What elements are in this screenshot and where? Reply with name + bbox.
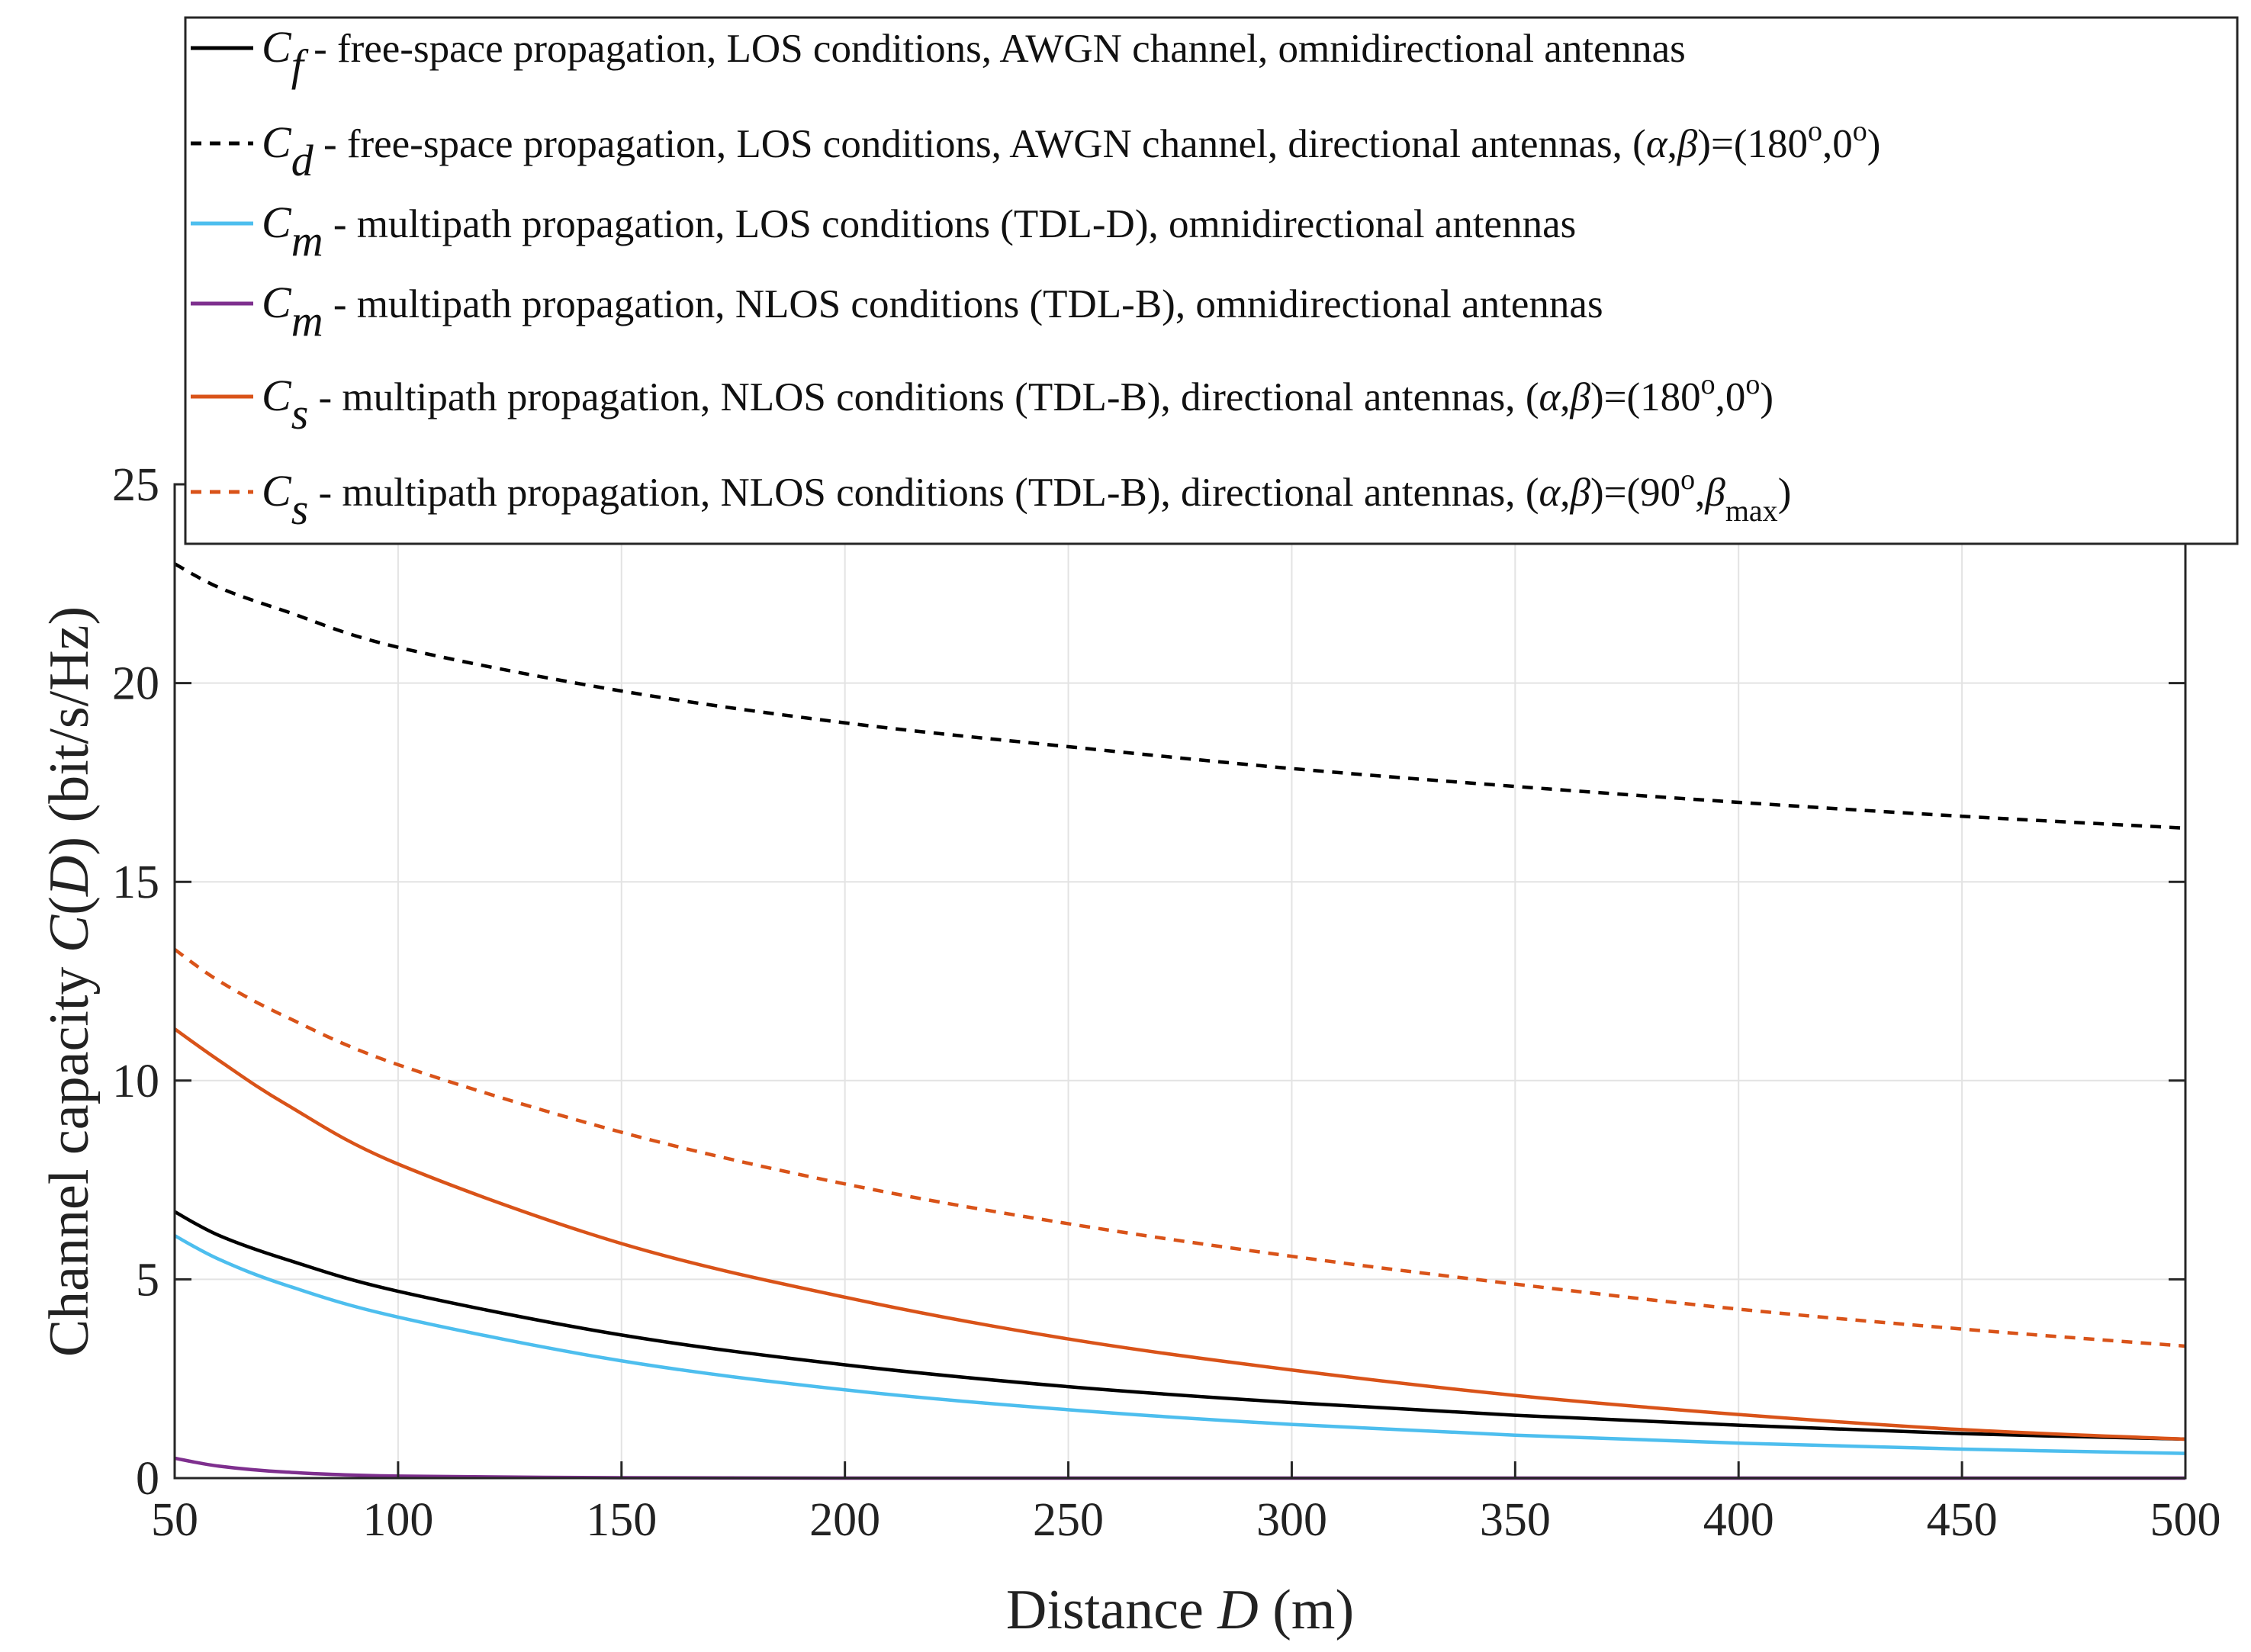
grid — [175, 484, 2185, 1478]
legend-label: Cm - multipath propagation, NLOS conditi… — [262, 278, 1603, 346]
y-tick-label: 0 — [136, 1453, 159, 1505]
tick-labels: 50 100 150 200 250 300 350 400 450 500 0 5 10 15 20 25 — [112, 459, 2221, 1546]
x-tick-label: 400 — [1703, 1494, 1774, 1546]
series-layer — [173, 562, 2186, 1480]
legend-item-4: Cm - multipath propagation, NLOS conditi… — [191, 278, 1603, 346]
x-tick-label: 500 — [2150, 1494, 2221, 1546]
x-tick-label: 150 — [586, 1494, 657, 1546]
x-tick-label: 450 — [1927, 1494, 1998, 1546]
legend-label: Cm - multipath propagation, LOS conditio… — [262, 198, 1576, 265]
x-tick-label: 50 — [151, 1494, 198, 1546]
series-line-2 — [173, 562, 2186, 831]
series-line-1 — [173, 1210, 2186, 1441]
y-tick-label: 15 — [112, 857, 159, 908]
legend-item-5: Cs - multipath propagation, NLOS conditi… — [191, 368, 1773, 439]
legend-box — [184, 16, 2239, 545]
y-tick-label: 20 — [112, 658, 159, 710]
x-tick-label: 100 — [362, 1494, 433, 1546]
legend: Cf - free-space propagation, LOS conditi… — [184, 16, 2239, 545]
legend-item-3: Cm - multipath propagation, LOS conditio… — [191, 198, 1576, 265]
x-tick-label: 200 — [809, 1494, 880, 1546]
legend-label: Cd - free-space propagation, LOS conditi… — [262, 115, 1880, 185]
y-tick-label: 5 — [136, 1254, 159, 1306]
y-tick-label: 25 — [112, 459, 159, 511]
legend-item-2: Cd - free-space propagation, LOS conditi… — [191, 115, 1880, 185]
series-line-4 — [174, 1456, 2185, 1480]
plot-frame — [173, 483, 2187, 1480]
legend-item-6: Cs - multipath propagation, NLOS conditi… — [191, 464, 1791, 534]
series-line-5 — [173, 1027, 2186, 1441]
y-axis-label: Channel capacity C(D) (bit/s/Hz) — [38, 606, 101, 1357]
x-tick-label: 250 — [1033, 1494, 1104, 1546]
x-axis-label: Distance D (m) — [1006, 1579, 1354, 1641]
legend-label: Cf - free-space propagation, LOS conditi… — [262, 22, 1686, 90]
legend-label: Cs - multipath propagation, NLOS conditi… — [262, 464, 1791, 534]
series-line-3 — [173, 1234, 2186, 1455]
x-tick-label: 350 — [1480, 1494, 1551, 1546]
legend-label: Cs - multipath propagation, NLOS conditi… — [262, 368, 1773, 439]
x-tick-label: 300 — [1256, 1494, 1327, 1546]
y-tick-label: 10 — [112, 1056, 159, 1107]
series-line-6 — [173, 947, 2186, 1348]
ticks — [173, 483, 2187, 1480]
legend-item-1: Cf - free-space propagation, LOS conditi… — [191, 22, 1686, 90]
